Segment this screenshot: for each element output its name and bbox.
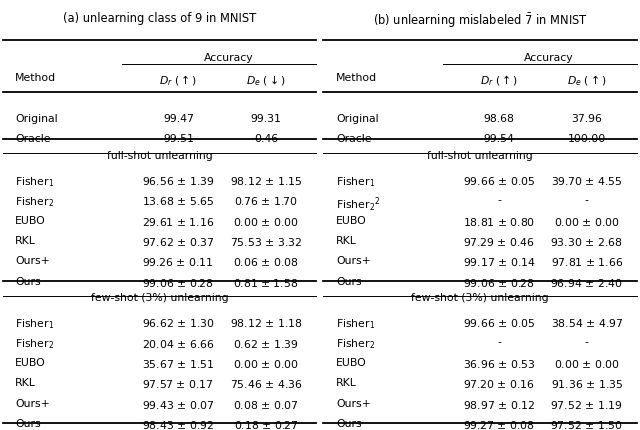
Text: 99.51: 99.51	[163, 135, 194, 144]
Text: 39.70 $\pm$ 4.55: 39.70 $\pm$ 4.55	[551, 175, 623, 187]
Text: 97.52 $\pm$ 1.50: 97.52 $\pm$ 1.50	[550, 419, 623, 430]
Text: 38.54 $\pm$ 4.97: 38.54 $\pm$ 4.97	[550, 317, 623, 329]
Text: Fisher$_1$: Fisher$_1$	[15, 175, 54, 189]
Text: 35.67 $\pm$ 1.51: 35.67 $\pm$ 1.51	[142, 358, 214, 370]
Text: 97.29 $\pm$ 0.46: 97.29 $\pm$ 0.46	[463, 236, 535, 248]
Text: full-shot unlearning: full-shot unlearning	[428, 151, 533, 161]
Text: $D_r$ ($\uparrow$): $D_r$ ($\uparrow$)	[480, 73, 518, 88]
Text: 29.61 $\pm$ 1.16: 29.61 $\pm$ 1.16	[142, 216, 214, 228]
Text: Original: Original	[15, 114, 58, 124]
Text: 0.81 $\pm$ 1.58: 0.81 $\pm$ 1.58	[234, 276, 299, 289]
Text: EUBO: EUBO	[15, 216, 46, 226]
Text: 99.43 $\pm$ 0.07: 99.43 $\pm$ 0.07	[142, 399, 214, 411]
Text: EUBO: EUBO	[336, 216, 367, 226]
Text: Oracle: Oracle	[15, 135, 51, 144]
Text: 0.18 $\pm$ 0.27: 0.18 $\pm$ 0.27	[234, 419, 299, 430]
Text: 75.46 $\pm$ 4.36: 75.46 $\pm$ 4.36	[230, 378, 303, 390]
Text: Ours+: Ours+	[336, 399, 371, 408]
Text: Fisher$_2$: Fisher$_2$	[15, 338, 54, 351]
Text: Original: Original	[336, 114, 379, 124]
Text: Accuracy: Accuracy	[524, 53, 574, 63]
Text: 99.26 $\pm$ 0.11: 99.26 $\pm$ 0.11	[143, 256, 214, 268]
Text: 0.00 $\pm$ 0.00: 0.00 $\pm$ 0.00	[554, 358, 620, 370]
Text: 99.66 $\pm$ 0.05: 99.66 $\pm$ 0.05	[463, 175, 535, 187]
Text: few-shot (3%) unlearning: few-shot (3%) unlearning	[412, 293, 549, 304]
Text: Method: Method	[336, 73, 377, 83]
Text: 99.66 $\pm$ 0.05: 99.66 $\pm$ 0.05	[463, 317, 535, 329]
Text: 99.27 $\pm$ 0.08: 99.27 $\pm$ 0.08	[463, 419, 535, 430]
Text: 20.04 $\pm$ 6.66: 20.04 $\pm$ 6.66	[142, 338, 214, 350]
Text: $D_r$ ($\uparrow$): $D_r$ ($\uparrow$)	[159, 73, 197, 88]
Text: 98.12 $\pm$ 1.18: 98.12 $\pm$ 1.18	[230, 317, 303, 329]
Text: 97.62 $\pm$ 0.37: 97.62 $\pm$ 0.37	[142, 236, 214, 248]
Text: 99.54: 99.54	[484, 135, 515, 144]
Text: Fisher$_1$: Fisher$_1$	[15, 317, 54, 331]
Text: Ours: Ours	[336, 419, 362, 429]
Text: RKL: RKL	[15, 378, 36, 388]
Text: 0.00 $\pm$ 0.00: 0.00 $\pm$ 0.00	[233, 216, 299, 228]
Text: 0.00 $\pm$ 0.00: 0.00 $\pm$ 0.00	[554, 216, 620, 228]
Text: 37.96: 37.96	[572, 114, 602, 124]
Text: Oracle: Oracle	[336, 135, 371, 144]
Text: -: -	[585, 195, 589, 206]
Text: Fisher$_2$: Fisher$_2$	[15, 195, 54, 209]
Text: EUBO: EUBO	[336, 358, 367, 368]
Text: 97.57 $\pm$ 0.17: 97.57 $\pm$ 0.17	[143, 378, 214, 390]
Text: EUBO: EUBO	[15, 358, 46, 368]
Text: 96.56 $\pm$ 1.39: 96.56 $\pm$ 1.39	[142, 175, 214, 187]
Text: few-shot (3%) unlearning: few-shot (3%) unlearning	[91, 293, 228, 304]
Text: 96.62 $\pm$ 1.30: 96.62 $\pm$ 1.30	[142, 317, 214, 329]
Text: 75.53 $\pm$ 3.32: 75.53 $\pm$ 3.32	[230, 236, 302, 248]
Text: Ours+: Ours+	[15, 256, 50, 266]
Text: 36.96 $\pm$ 0.53: 36.96 $\pm$ 0.53	[463, 358, 535, 370]
Text: Ours+: Ours+	[336, 256, 371, 266]
Text: 99.47: 99.47	[163, 114, 194, 124]
Text: RKL: RKL	[336, 236, 357, 246]
Text: 98.68: 98.68	[484, 114, 515, 124]
Text: Fisher$_2$$^2$: Fisher$_2$$^2$	[336, 195, 380, 214]
Text: -: -	[497, 338, 501, 347]
Text: 97.20 $\pm$ 0.16: 97.20 $\pm$ 0.16	[463, 378, 535, 390]
Text: 97.81 $\pm$ 1.66: 97.81 $\pm$ 1.66	[550, 256, 623, 268]
Text: 0.06 $\pm$ 0.08: 0.06 $\pm$ 0.08	[233, 256, 299, 268]
Text: Ours: Ours	[15, 419, 41, 429]
Text: 99.06 $\pm$ 0.28: 99.06 $\pm$ 0.28	[463, 276, 535, 289]
Text: Ours: Ours	[15, 276, 41, 287]
Text: 0.62 $\pm$ 1.39: 0.62 $\pm$ 1.39	[234, 338, 299, 350]
Text: (a) unlearning class of 9 in MNIST: (a) unlearning class of 9 in MNIST	[63, 12, 256, 25]
Text: 98.97 $\pm$ 0.12: 98.97 $\pm$ 0.12	[463, 399, 535, 411]
Text: 0.00 $\pm$ 0.00: 0.00 $\pm$ 0.00	[233, 358, 299, 370]
Text: 91.36 $\pm$ 1.35: 91.36 $\pm$ 1.35	[550, 378, 623, 390]
Text: Method: Method	[15, 73, 56, 83]
Text: Fisher$_1$: Fisher$_1$	[336, 317, 375, 331]
Text: 99.31: 99.31	[251, 114, 282, 124]
Text: 98.12 $\pm$ 1.15: 98.12 $\pm$ 1.15	[230, 175, 302, 187]
Text: full-shot unlearning: full-shot unlearning	[107, 151, 212, 161]
Text: Fisher$_2$: Fisher$_2$	[336, 338, 375, 351]
Text: 99.06 $\pm$ 0.28: 99.06 $\pm$ 0.28	[142, 276, 214, 289]
Text: Ours+: Ours+	[15, 399, 50, 408]
Text: 0.76 $\pm$ 1.70: 0.76 $\pm$ 1.70	[234, 195, 298, 207]
Text: 93.30 $\pm$ 2.68: 93.30 $\pm$ 2.68	[550, 236, 623, 248]
Text: 100.00: 100.00	[568, 135, 606, 144]
Text: -: -	[585, 338, 589, 347]
Text: 18.81 $\pm$ 0.80: 18.81 $\pm$ 0.80	[463, 216, 535, 228]
Text: Accuracy: Accuracy	[204, 53, 253, 63]
Text: RKL: RKL	[15, 236, 36, 246]
Text: 96.94 $\pm$ 2.40: 96.94 $\pm$ 2.40	[550, 276, 623, 289]
Text: (b) unlearning mislabeled $\bar{7}$ in MNIST: (b) unlearning mislabeled $\bar{7}$ in M…	[372, 12, 588, 30]
Text: 0.46: 0.46	[254, 135, 278, 144]
Text: $D_e$ ($\downarrow$): $D_e$ ($\downarrow$)	[246, 73, 286, 88]
Text: RKL: RKL	[336, 378, 357, 388]
Text: 99.17 $\pm$ 0.14: 99.17 $\pm$ 0.14	[463, 256, 536, 268]
Text: $D_e$ ($\uparrow$): $D_e$ ($\uparrow$)	[567, 73, 607, 88]
Text: 13.68 $\pm$ 5.65: 13.68 $\pm$ 5.65	[142, 195, 214, 207]
Text: -: -	[497, 195, 501, 206]
Text: 0.08 $\pm$ 0.07: 0.08 $\pm$ 0.07	[234, 399, 299, 411]
Text: Fisher$_1$: Fisher$_1$	[336, 175, 375, 189]
Text: 97.52 $\pm$ 1.19: 97.52 $\pm$ 1.19	[550, 399, 623, 411]
Text: 98.43 $\pm$ 0.92: 98.43 $\pm$ 0.92	[142, 419, 214, 430]
Text: Ours: Ours	[336, 276, 362, 287]
